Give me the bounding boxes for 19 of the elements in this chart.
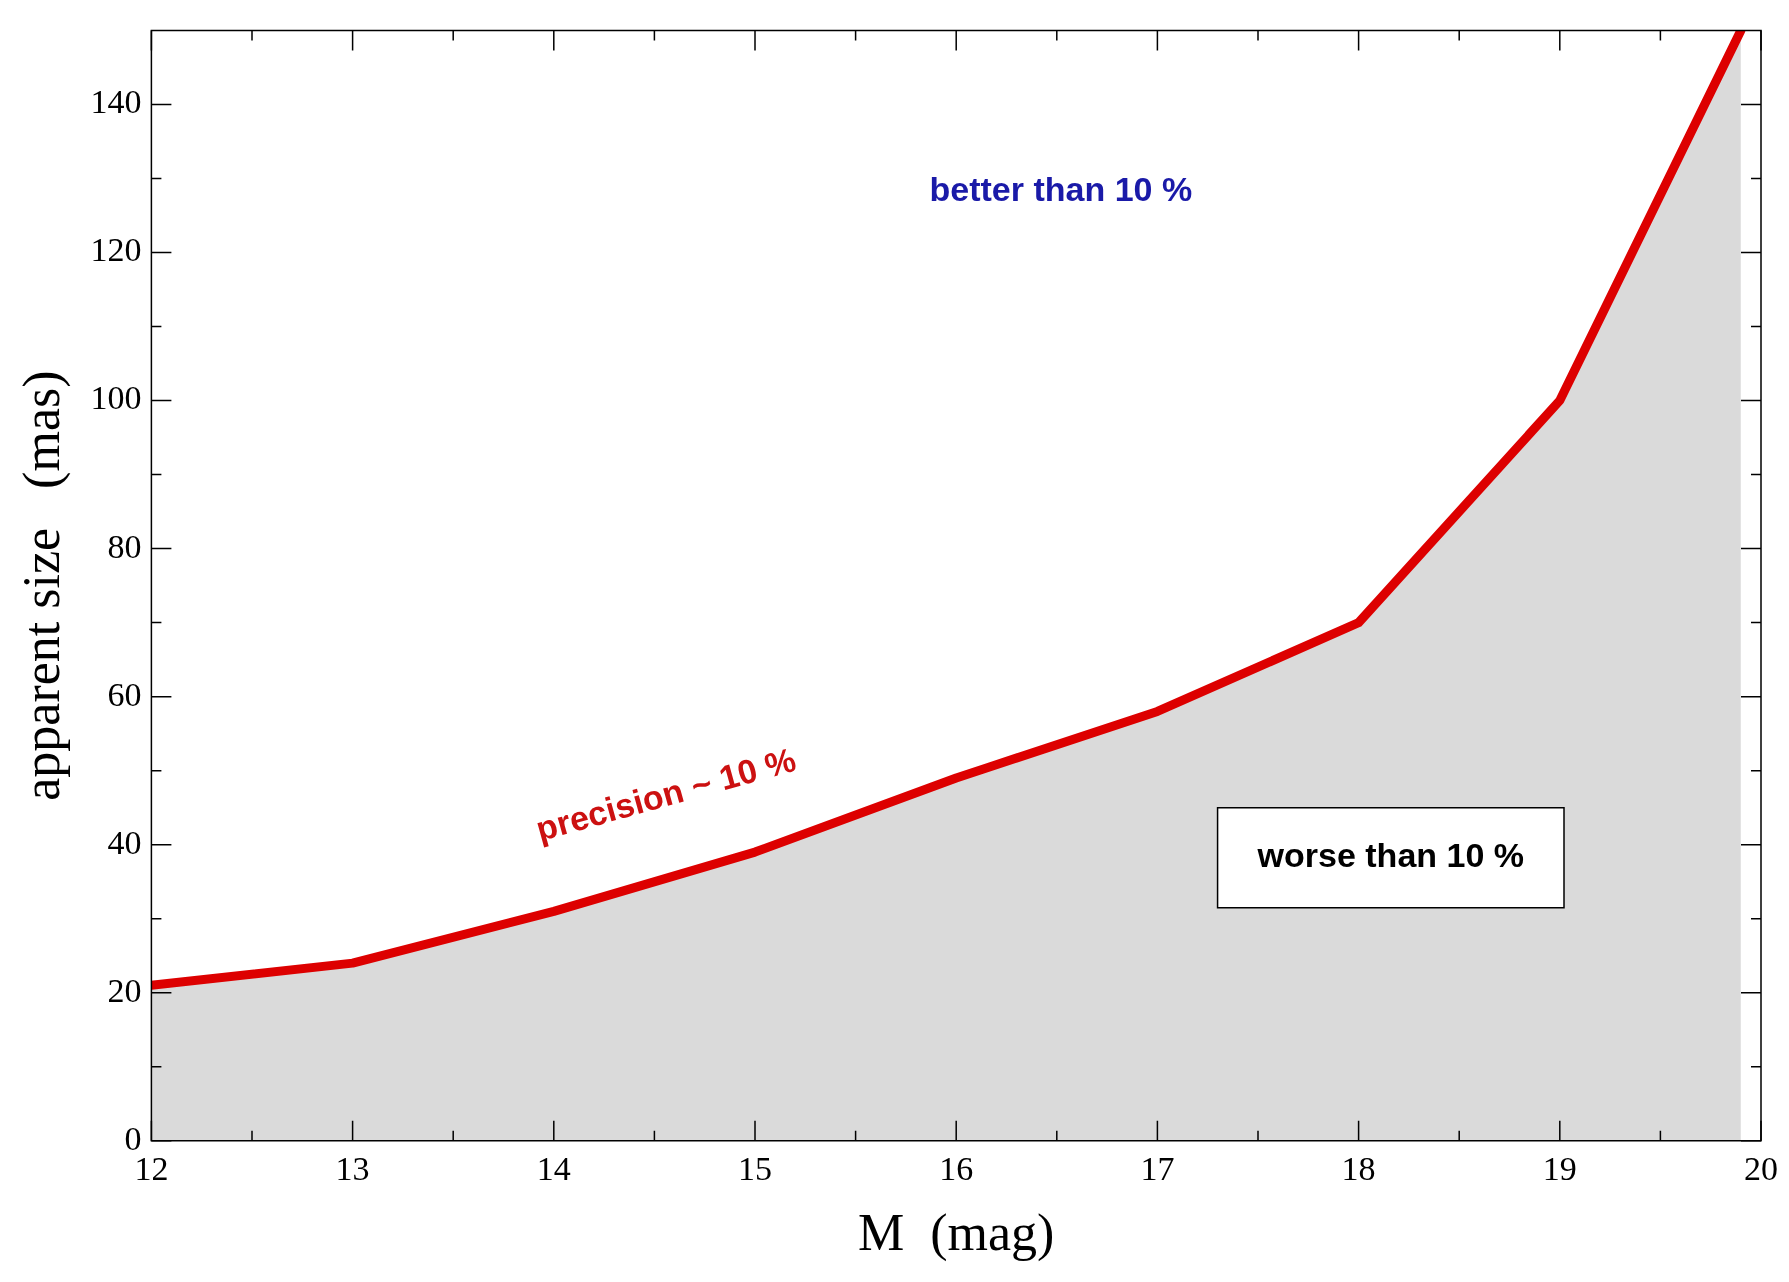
y-tick-label: 20 bbox=[107, 971, 142, 1009]
y-tick-label: 80 bbox=[107, 527, 142, 565]
x-tick-label: 14 bbox=[536, 1150, 571, 1188]
x-tick-label: 13 bbox=[335, 1150, 370, 1188]
annotation: worse than 10 % bbox=[1256, 836, 1524, 875]
y-tick-label: 100 bbox=[90, 379, 142, 417]
x-axis-title: M (mag) bbox=[858, 1204, 1055, 1263]
y-tick-label: 40 bbox=[107, 823, 142, 861]
x-tick-label: 15 bbox=[738, 1150, 772, 1188]
x-tick-label: 18 bbox=[1341, 1150, 1376, 1188]
x-tick-label: 17 bbox=[1140, 1150, 1175, 1188]
x-tick-label: 16 bbox=[939, 1150, 974, 1188]
y-axis-title: apparent size (mas) bbox=[12, 370, 71, 801]
y-tick-label: 60 bbox=[107, 675, 142, 713]
y-tick-label: 140 bbox=[90, 83, 142, 121]
annotation: better than 10 % bbox=[929, 169, 1193, 208]
y-tick-label: 120 bbox=[90, 231, 142, 269]
x-tick-label: 19 bbox=[1542, 1150, 1577, 1188]
x-tick-label: 20 bbox=[1744, 1150, 1778, 1188]
